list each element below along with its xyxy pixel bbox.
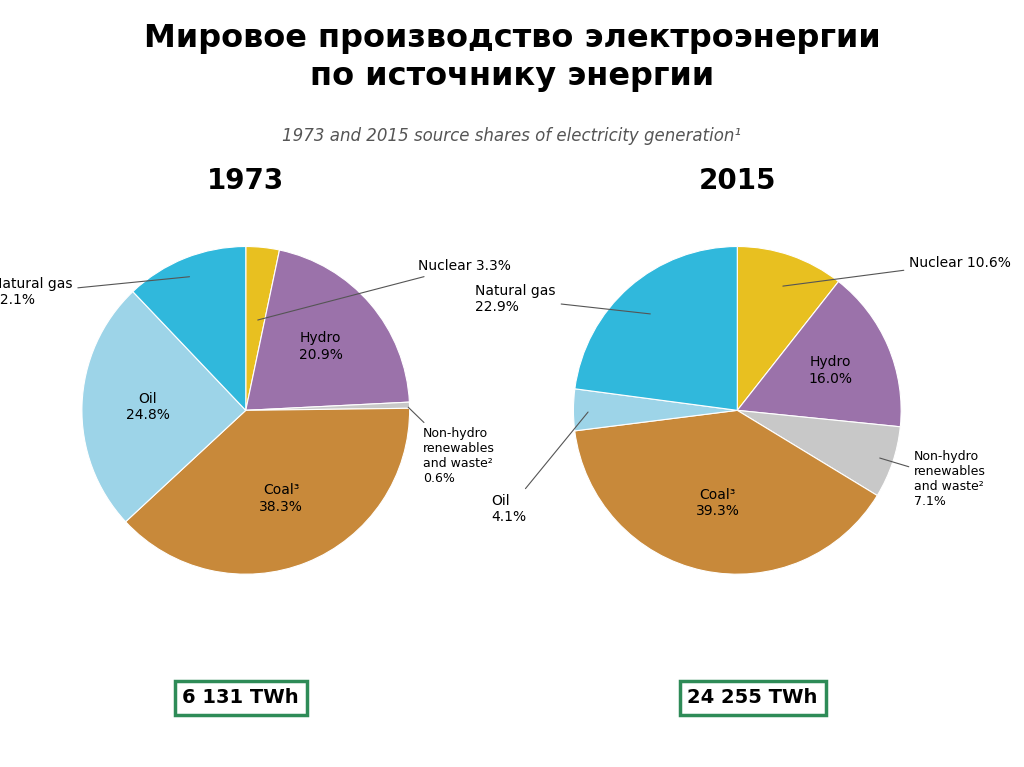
- Wedge shape: [246, 402, 410, 410]
- Text: Hydro
20.9%: Hydro 20.9%: [299, 331, 342, 361]
- Wedge shape: [126, 408, 410, 574]
- Text: Nuclear 10.6%: Nuclear 10.6%: [783, 256, 1011, 286]
- Text: Мировое производство электроэнергии
по источнику энергии: Мировое производство электроэнергии по и…: [143, 23, 881, 92]
- Wedge shape: [574, 246, 737, 410]
- Text: 24 255 TWh: 24 255 TWh: [687, 689, 818, 707]
- Text: Coal³
38.3%: Coal³ 38.3%: [259, 483, 303, 514]
- Wedge shape: [133, 246, 246, 410]
- Text: Natural gas
12.1%: Natural gas 12.1%: [0, 277, 189, 308]
- Text: Nuclear 3.3%: Nuclear 3.3%: [258, 259, 511, 320]
- Title: 1973: 1973: [207, 167, 285, 195]
- Text: Natural gas
22.9%: Natural gas 22.9%: [475, 284, 650, 314]
- Wedge shape: [737, 281, 901, 426]
- Wedge shape: [737, 410, 900, 495]
- Wedge shape: [737, 246, 839, 410]
- Text: 1973 and 2015 source shares of electricity generation¹: 1973 and 2015 source shares of electrici…: [283, 127, 741, 144]
- Title: 2015: 2015: [698, 167, 776, 195]
- Wedge shape: [573, 389, 737, 431]
- Wedge shape: [82, 291, 246, 522]
- Text: Non-hydro
renewables
and waste²
7.1%: Non-hydro renewables and waste² 7.1%: [880, 450, 986, 509]
- Text: 6 131 TWh: 6 131 TWh: [182, 689, 299, 707]
- Wedge shape: [574, 410, 878, 574]
- Text: Oil
24.8%: Oil 24.8%: [126, 392, 169, 423]
- Wedge shape: [246, 250, 410, 410]
- Text: Hydro
16.0%: Hydro 16.0%: [809, 355, 853, 386]
- Text: Non-hydro
renewables
and waste²
0.6%: Non-hydro renewables and waste² 0.6%: [409, 407, 495, 486]
- Text: Coal³
39.3%: Coal³ 39.3%: [695, 488, 739, 518]
- Text: Oil
4.1%: Oil 4.1%: [492, 412, 588, 524]
- Wedge shape: [246, 246, 280, 410]
